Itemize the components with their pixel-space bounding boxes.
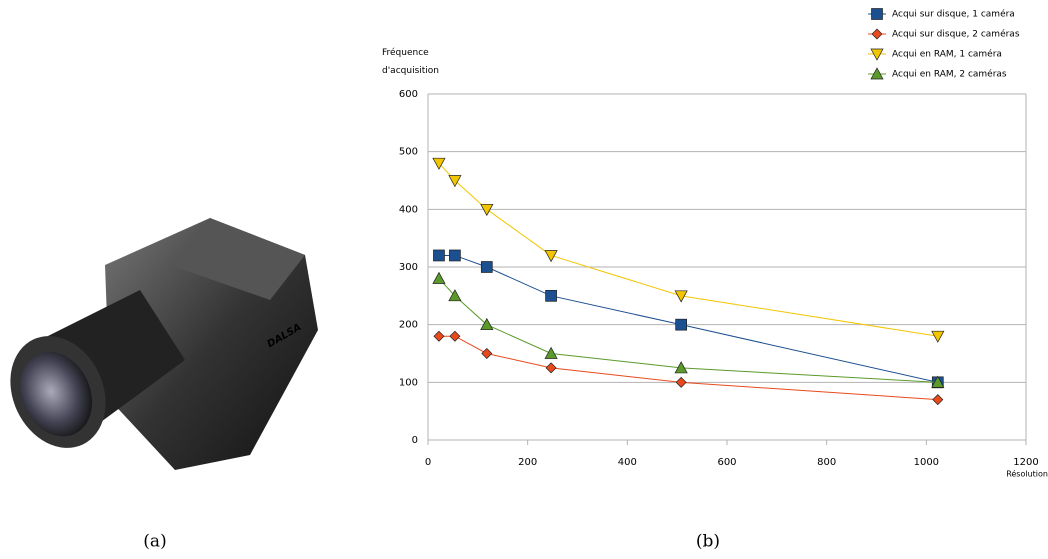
marker <box>545 362 557 374</box>
legend-label: Acqui sur disque, 1 caméra <box>892 9 1015 20</box>
y-tick-label: 300 <box>399 262 418 273</box>
y-tick-label: 200 <box>399 320 418 331</box>
marker <box>433 249 445 262</box>
y-tick-label: 500 <box>399 147 418 158</box>
legend-marker <box>870 48 884 61</box>
y-axis-label: Fréquence d'acquisition <box>382 48 439 76</box>
marker <box>449 249 461 262</box>
marker <box>481 348 493 359</box>
marker <box>931 375 945 388</box>
x-tick-label: 1000 <box>914 457 939 468</box>
y-tick-label: 100 <box>399 377 418 388</box>
marker <box>544 250 558 263</box>
marker <box>480 261 493 273</box>
caption: (b) <box>696 532 720 552</box>
marker <box>432 157 446 170</box>
marker <box>448 289 462 302</box>
x-tick-label: 0 <box>425 457 431 468</box>
marker <box>480 317 494 331</box>
marker <box>674 361 688 374</box>
x-axis-label: Résolution <box>1006 469 1048 479</box>
marker <box>433 330 445 342</box>
y-tick-label: 600 <box>399 89 418 100</box>
legend-marker <box>870 67 884 80</box>
series-line <box>438 254 938 383</box>
legend-marker <box>871 8 883 20</box>
legend-label: Acqui sur disque, 2 caméras <box>892 29 1020 40</box>
x-tick-label: 200 <box>518 457 537 468</box>
y-tick-label: 0 <box>412 435 418 446</box>
x-tick-label: 400 <box>618 457 637 468</box>
marker <box>448 175 462 188</box>
marker <box>931 330 945 343</box>
marker <box>675 376 687 388</box>
marker <box>432 271 446 284</box>
camera-photo: DALSA <box>10 218 318 470</box>
x-tick-label: 800 <box>817 457 836 468</box>
marker <box>544 346 558 359</box>
legend-marker <box>871 28 883 40</box>
marker <box>545 289 557 302</box>
series-line <box>438 278 938 383</box>
legend-label: Acqui en RAM, 1 caméra <box>892 49 1002 60</box>
marker <box>449 330 461 342</box>
x-tick-label: 1200 <box>1013 457 1038 468</box>
x-tick-label: 600 <box>717 457 736 468</box>
y-tick-label: 400 <box>399 204 418 215</box>
caption: (a) <box>143 532 166 552</box>
legend-label: Acqui en RAM, 2 caméras <box>892 69 1007 80</box>
marker <box>675 318 688 331</box>
series-line <box>438 162 938 337</box>
marker <box>674 290 688 303</box>
marker <box>480 203 494 217</box>
marker <box>932 394 944 406</box>
